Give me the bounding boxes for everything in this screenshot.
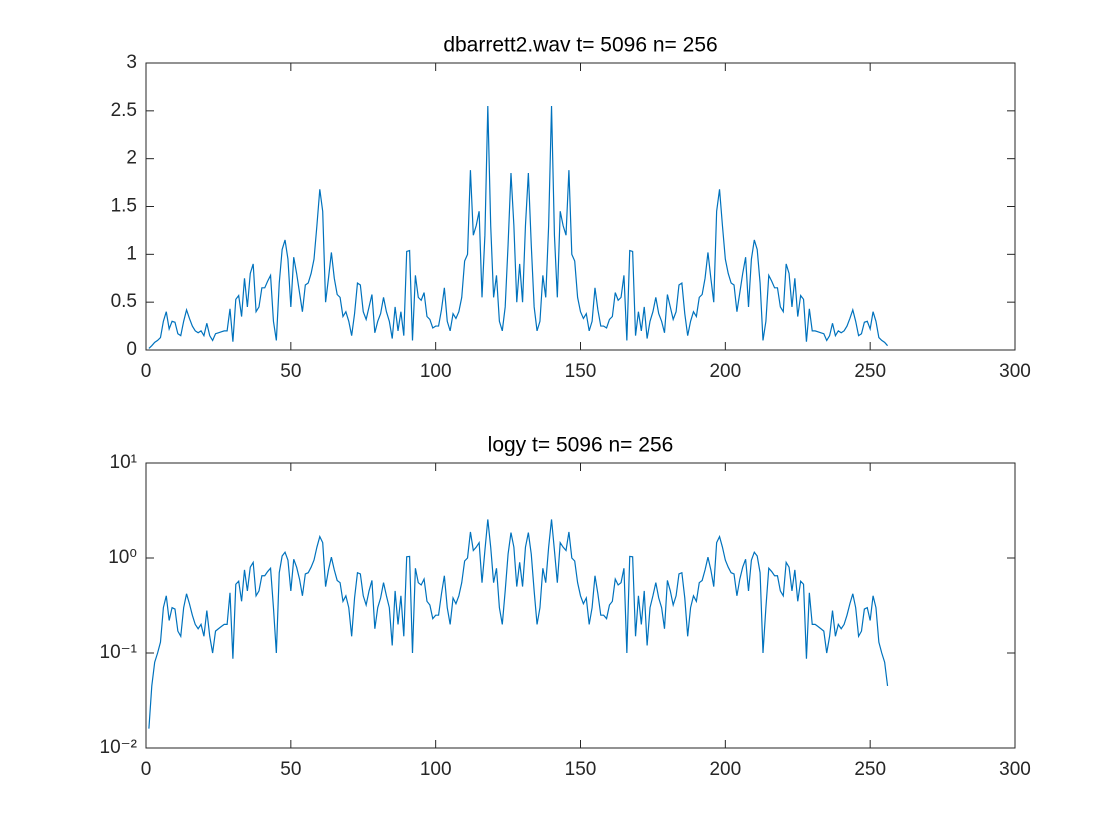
data-line <box>148 519 889 729</box>
y-tick-label: 1.5 <box>111 196 137 217</box>
x-tick-label: 0 <box>141 361 152 382</box>
y-tick-label: 2 <box>126 148 137 169</box>
x-tick-label: 100 <box>420 759 452 780</box>
x-tick-label: 150 <box>565 759 597 780</box>
x-tick-label: 50 <box>280 361 301 382</box>
x-tick-label: 250 <box>854 759 886 780</box>
y-tick-label: 10⁰ <box>108 547 137 568</box>
y-tick-label: 10¹ <box>110 452 137 473</box>
chart-title: dbarrett2.wav t= 5096 n= 256 <box>443 34 717 57</box>
axes-frame <box>145 62 1016 351</box>
x-tick-label: 100 <box>420 361 452 382</box>
y-tick-label: 0.5 <box>111 291 137 312</box>
data-line <box>148 106 889 349</box>
x-tick-label: 150 <box>565 361 597 382</box>
y-tick-label: 1 <box>126 243 137 264</box>
y-tick-label: 10⁻² <box>100 737 138 758</box>
x-tick-label: 300 <box>999 759 1031 780</box>
y-tick-label: 3 <box>126 52 137 73</box>
x-tick-label: 250 <box>854 361 886 382</box>
y-tick-label: 0 <box>126 339 137 360</box>
y-tick-label: 2.5 <box>111 100 137 121</box>
y-tick-label: 10⁻¹ <box>100 642 138 663</box>
x-tick-label: 0 <box>141 759 152 780</box>
chart-title: logy t= 5096 n= 256 <box>488 434 674 457</box>
x-tick-label: 50 <box>280 759 301 780</box>
x-tick-label: 200 <box>709 361 741 382</box>
x-tick-label: 300 <box>999 361 1031 382</box>
axes-frame <box>145 462 1016 749</box>
x-tick-label: 200 <box>709 759 741 780</box>
